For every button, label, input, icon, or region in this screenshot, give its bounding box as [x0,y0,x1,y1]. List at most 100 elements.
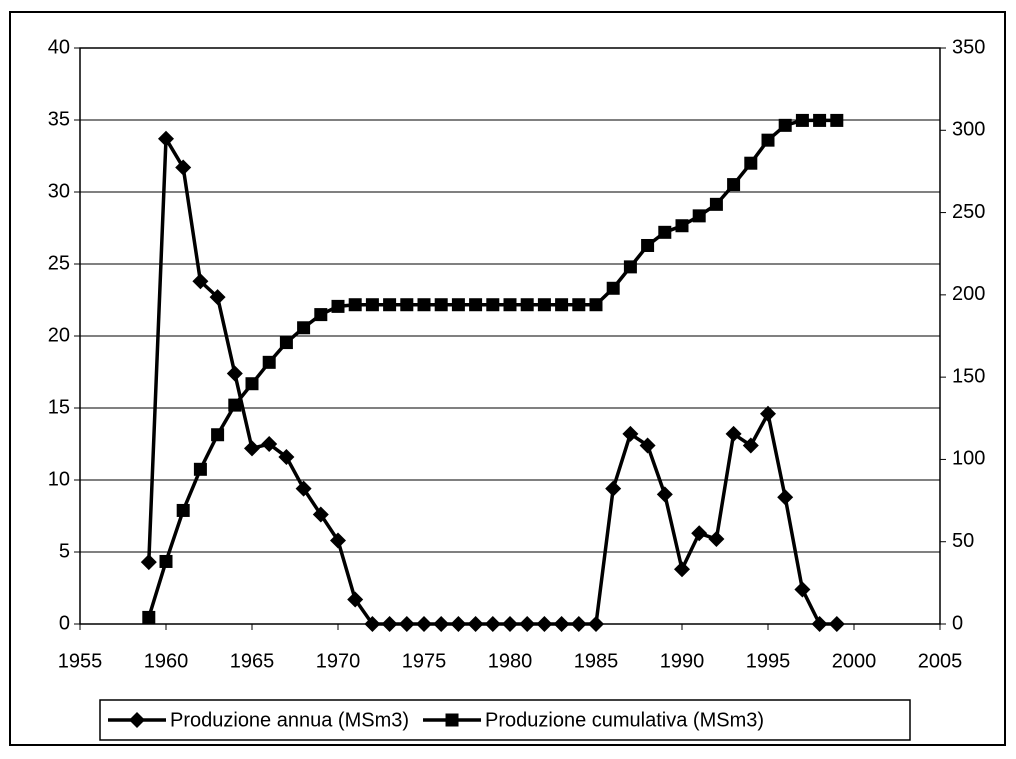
marker [555,298,569,312]
marker [727,178,741,192]
marker [467,616,484,632]
legend-label: Produzione annua (MSm3) [170,709,409,731]
marker [708,531,725,548]
x-tick-label: 2005 [918,650,963,672]
marker [416,616,432,632]
marker [656,486,673,503]
marker [417,298,431,312]
x-tick-label: 1965 [230,650,275,672]
marker [159,554,173,568]
series-line [147,118,837,618]
marker [434,298,448,312]
y2-tick-label: 100 [952,448,985,470]
x-tick-label: 1975 [402,650,447,672]
marker [553,616,570,632]
marker [364,616,381,632]
marker [295,480,312,497]
marker [605,480,622,497]
marker [794,581,811,598]
y2-tick-label: 200 [952,283,985,305]
y2-tick-label: 0 [952,612,963,634]
marker [297,321,311,335]
marker [828,616,845,632]
y-tick-label: 15 [48,396,70,418]
marker [572,298,586,312]
marker [209,289,226,306]
x-tick-label: 1985 [574,650,619,672]
marker [795,113,809,127]
x-tick-label: 1990 [660,650,705,672]
y2-tick-label: 150 [952,365,985,387]
y2-tick-label: 250 [952,201,985,223]
marker [158,130,174,147]
marker [725,425,742,442]
marker [261,436,278,452]
marker [383,298,397,312]
marker [503,298,517,312]
marker [450,616,467,632]
legend-marker [129,712,145,728]
marker [588,616,604,632]
y-tick-label: 30 [48,180,70,202]
marker [692,209,706,223]
y-tick-label: 0 [59,612,70,634]
marker [348,298,362,312]
y-tick-label: 25 [48,252,70,274]
y-tick-label: 20 [48,324,70,346]
chart-frame [9,11,1006,746]
marker [398,616,415,632]
y2-tick-label: 50 [952,530,974,552]
marker [469,298,483,312]
marker [691,525,708,542]
marker [278,448,295,465]
x-tick-label: 1995 [746,650,791,672]
x-tick-label: 1970 [316,650,361,672]
marker [639,437,656,454]
marker [674,561,690,578]
marker [193,462,207,476]
marker [176,503,190,517]
marker [192,273,209,290]
marker [641,238,655,252]
marker [813,113,827,127]
marker [451,298,465,312]
marker [811,616,828,632]
legend-label: Produzione cumulativa (MSm3) [485,709,764,731]
y-tick-label: 40 [48,36,70,58]
legend-marker [445,713,459,727]
marker [777,489,794,506]
marker [211,428,225,442]
marker [347,591,364,608]
marker [760,405,776,422]
marker [606,281,620,295]
y-tick-label: 35 [48,108,70,130]
marker [262,355,276,369]
marker [226,365,243,382]
marker [484,616,501,632]
marker [623,260,637,274]
marker [244,440,260,457]
marker [433,616,450,632]
marker [536,616,553,632]
legend-box [99,699,911,741]
marker [744,156,758,170]
marker [570,616,587,632]
marker [245,377,259,391]
marker [365,298,379,312]
marker [331,299,345,313]
marker [228,398,242,412]
y2-tick-label: 350 [952,36,985,58]
marker [279,336,293,350]
marker [742,437,759,454]
marker [175,159,192,176]
x-tick-label: 2000 [832,650,877,672]
marker [520,298,534,312]
marker [312,506,329,523]
x-tick-label: 1960 [144,650,189,672]
marker [486,298,500,312]
marker [142,610,156,624]
marker [400,298,414,312]
marker [537,298,551,312]
marker [502,616,518,632]
